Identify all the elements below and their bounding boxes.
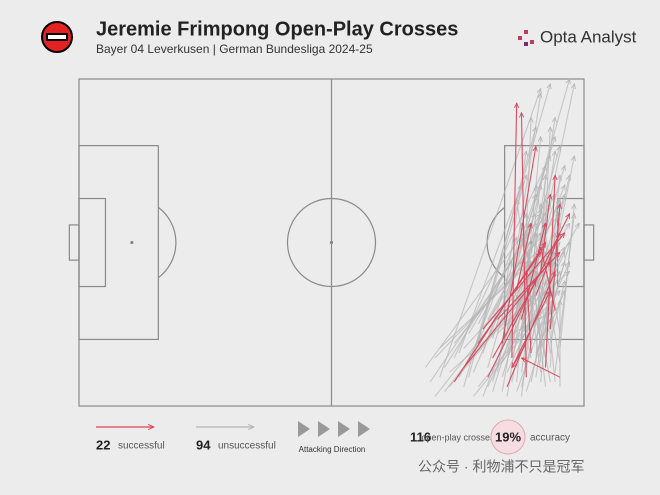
penalty-arc bbox=[157, 206, 177, 279]
count: 94 bbox=[196, 437, 211, 452]
cross-arrow bbox=[468, 238, 517, 363]
cross-arrow bbox=[501, 252, 526, 392]
cross-arrow bbox=[487, 214, 571, 378]
brand-logo bbox=[518, 30, 534, 46]
cross-arrow bbox=[559, 204, 574, 349]
club-crest bbox=[41, 21, 73, 53]
cross-arrow bbox=[439, 89, 541, 378]
cross-arrow bbox=[549, 204, 560, 330]
crosses bbox=[424, 79, 579, 397]
count: 22 bbox=[96, 437, 110, 452]
cross-arrow bbox=[448, 271, 545, 388]
accuracy-label: accuracy bbox=[530, 433, 570, 444]
goal bbox=[68, 224, 80, 261]
cross-arrow bbox=[511, 291, 551, 368]
cross-arrow bbox=[525, 199, 560, 368]
cross-arrow bbox=[453, 156, 551, 359]
cross-arrow bbox=[526, 271, 532, 354]
cross-arrow bbox=[544, 175, 556, 368]
cross-arrow bbox=[492, 281, 536, 359]
direction-icon bbox=[298, 421, 370, 437]
brand: Opta Analyst bbox=[540, 27, 637, 46]
title: Jeremie Frimpong Open-Play Crosses bbox=[96, 18, 458, 40]
cross-arrow bbox=[492, 233, 541, 315]
legend-label: unsuccessful bbox=[218, 441, 276, 452]
cross-arrow bbox=[511, 103, 517, 358]
cross-arrow bbox=[477, 214, 537, 325]
cross-arrow bbox=[501, 146, 536, 344]
cross-arrow bbox=[482, 233, 565, 330]
cross-arrow bbox=[497, 271, 555, 335]
center-spot bbox=[329, 240, 334, 245]
center-circle bbox=[286, 197, 377, 288]
goal bbox=[583, 224, 595, 261]
total: 116 bbox=[410, 429, 431, 444]
cross-arrow bbox=[516, 223, 531, 291]
cross-arrow bbox=[434, 281, 526, 397]
direction-label: Attacking Direction bbox=[299, 445, 366, 454]
cross-arrow bbox=[520, 223, 545, 320]
cross-arrow bbox=[521, 357, 561, 378]
penalty-area bbox=[78, 145, 159, 341]
cross-arrow bbox=[472, 291, 560, 397]
cross-arrow bbox=[531, 300, 547, 359]
penalty-spot bbox=[130, 240, 134, 245]
six-yard-box bbox=[78, 197, 107, 288]
legend-label: successful bbox=[118, 441, 165, 452]
cross-arrow bbox=[463, 262, 551, 368]
cross-arrow bbox=[521, 113, 527, 378]
accuracy-ring bbox=[490, 419, 526, 455]
subtitle: Bayer 04 Leverkusen | German Bundesliga … bbox=[96, 42, 373, 56]
cross-arrow bbox=[501, 271, 569, 330]
accuracy: 19% bbox=[495, 429, 521, 444]
cross-arrow bbox=[497, 252, 560, 320]
cross-arrow bbox=[511, 310, 526, 359]
total-label: open-play crosses bbox=[421, 432, 495, 442]
cross-arrow bbox=[520, 199, 545, 397]
cross-arrow bbox=[453, 243, 545, 383]
watermark: 公众号 · 利物浦不只是冠军 bbox=[418, 459, 584, 475]
